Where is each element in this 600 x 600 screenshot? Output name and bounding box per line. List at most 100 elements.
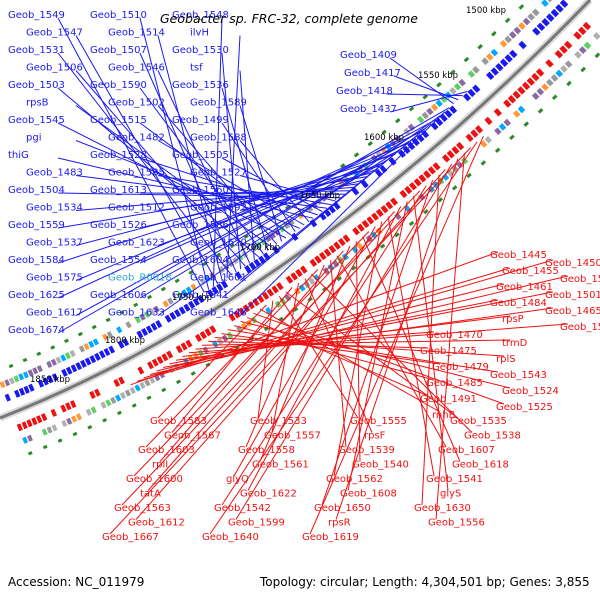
reverse-leader-line bbox=[421, 174, 440, 506]
forward-gene-label: Geob_1502 bbox=[108, 98, 165, 109]
reverse-track-feature bbox=[118, 376, 125, 385]
reverse-leader-line bbox=[171, 287, 293, 433]
cds-class-track-b-feature bbox=[332, 260, 340, 268]
cds-class-track-b-feature bbox=[41, 428, 48, 436]
forward-gene-label: Geob_1613 bbox=[90, 185, 147, 196]
tick-track-a-feature bbox=[285, 204, 291, 210]
reverse-gene-label: Geob_1562 bbox=[326, 474, 383, 485]
reverse-gene-label: Geob_1542 bbox=[214, 503, 271, 514]
cds-class-track-a-feature bbox=[485, 53, 494, 61]
forward-gene-label: Geob_1504 bbox=[8, 185, 65, 196]
forward-gene-label: Geob_1506 bbox=[26, 63, 83, 74]
tick-track-b-feature bbox=[72, 431, 78, 437]
tick-track-a-feature bbox=[229, 243, 236, 249]
reverse-gene-label: Geob_1608 bbox=[340, 489, 397, 500]
reverse-track-feature bbox=[295, 268, 303, 278]
tick-track-a-feature bbox=[518, 4, 525, 10]
reverse-track-feature bbox=[503, 99, 512, 108]
gene-labels: Geob_1549 Geob_1510 Geob_1548 Geob_1547 Geob… bbox=[8, 10, 600, 543]
reverse-track-feature bbox=[404, 185, 413, 195]
cds-class-track-a-feature bbox=[8, 377, 15, 385]
tick-track-b-feature bbox=[451, 185, 458, 191]
forward-track-feature bbox=[318, 212, 327, 221]
forward-track-feature bbox=[192, 297, 200, 307]
reverse-gene-label: Geob_1619 bbox=[302, 532, 359, 543]
forward-track-feature bbox=[536, 22, 546, 32]
reverse-track-feature bbox=[512, 90, 521, 100]
forward-gene-label: Geob_1620 bbox=[190, 238, 247, 249]
forward-track-feature bbox=[351, 187, 360, 196]
reverse-gene-label: Geob_1523 bbox=[560, 322, 600, 333]
reverse-track-feature bbox=[573, 31, 582, 40]
forward-gene-label: Geob_1648 bbox=[190, 308, 247, 319]
forward-gene-label: Geob_R0018 bbox=[108, 273, 172, 284]
forward-track-feature bbox=[23, 385, 30, 394]
forward-leader-line bbox=[239, 111, 446, 316]
reverse-leader-line bbox=[253, 312, 505, 405]
forward-track-feature bbox=[444, 109, 453, 118]
forward-track-feature bbox=[379, 164, 388, 174]
forward-gene-label: Geob_1534 bbox=[26, 203, 83, 214]
cds-class-track-a-feature bbox=[64, 352, 71, 360]
forward-track-feature bbox=[220, 280, 229, 289]
cds-class-track-a-feature bbox=[287, 218, 295, 226]
tick-track-b-feature bbox=[117, 410, 122, 416]
reverse-gene-label: Geob_1543 bbox=[490, 370, 547, 381]
reverse-leader-line bbox=[109, 147, 472, 535]
reverse-track-feature bbox=[50, 408, 58, 417]
cds-class-track-a-feature bbox=[176, 291, 184, 300]
tick-track-a-feature bbox=[174, 278, 180, 284]
cds-class-track-b-feature bbox=[592, 32, 600, 40]
reverse-track-feature bbox=[493, 108, 502, 117]
tick-track-b-feature bbox=[466, 172, 472, 179]
scale-label: 1800 kbp bbox=[105, 336, 145, 346]
forward-track-feature bbox=[439, 113, 448, 123]
cds-class-track-b-feature bbox=[356, 242, 364, 250]
forward-leader-line bbox=[139, 122, 291, 236]
cds-class-track-b-feature bbox=[105, 399, 112, 407]
forward-gene-label: Geob_1586 bbox=[172, 220, 229, 231]
reverse-leader-line bbox=[234, 325, 435, 381]
forward-gene-label: Geob_1641 bbox=[172, 290, 229, 301]
reverse-gene-label: Geob_1484 bbox=[490, 298, 547, 309]
reverse-track-feature bbox=[578, 26, 587, 36]
reverse-track-feature bbox=[65, 402, 72, 411]
reverse-track-feature bbox=[470, 129, 479, 138]
cds-class-track-b-feature bbox=[494, 127, 502, 136]
reverse-track-feature bbox=[531, 72, 540, 82]
cds-class-track-b-feature bbox=[479, 140, 488, 148]
tick-track-a-feature bbox=[340, 163, 346, 169]
topology-text: Topology: circular; Length: 4,304,501 bp… bbox=[260, 575, 590, 589]
forward-leader-line bbox=[221, 123, 432, 299]
reverse-leader-line bbox=[246, 316, 429, 397]
reverse-track-feature bbox=[26, 419, 33, 428]
forward-gene-label: Geob_1545 bbox=[8, 115, 65, 126]
reverse-track-feature bbox=[166, 350, 174, 359]
reverse-track-feature bbox=[333, 241, 341, 250]
forward-track-feature bbox=[490, 67, 499, 76]
cds-class-track-a-feature bbox=[55, 356, 62, 364]
reverse-gene-label: Geob_1630 bbox=[414, 503, 471, 514]
reverse-track-feature bbox=[180, 342, 188, 351]
forward-leader-line bbox=[57, 52, 232, 276]
tick-track-a-feature bbox=[50, 345, 56, 350]
forward-gene-label: Geob_1526 bbox=[90, 220, 147, 231]
forward-gene-label: Geob_1536 bbox=[172, 80, 229, 91]
cds-class-track-b-feature bbox=[564, 60, 573, 69]
forward-track-feature bbox=[117, 340, 125, 349]
cds-class-track-b-feature bbox=[144, 379, 151, 387]
reverse-track-feature bbox=[147, 361, 154, 370]
forward-track-feature bbox=[309, 219, 318, 228]
cds-class-track-a-feature bbox=[69, 349, 76, 358]
cds-class-track-b-feature bbox=[517, 105, 526, 114]
forward-track-feature bbox=[509, 49, 518, 59]
forward-track-feature bbox=[541, 18, 550, 27]
cds-class-track-a-feature bbox=[0, 381, 6, 389]
cds-class-track-a-feature bbox=[4, 379, 11, 387]
forward-leader-line bbox=[157, 175, 332, 206]
reverse-leader-line bbox=[147, 211, 395, 491]
forward-leader-line bbox=[139, 157, 319, 216]
forward-gene-label: Geob_1625 bbox=[8, 290, 65, 301]
tick-track-a-feature bbox=[367, 141, 373, 147]
forward-track-feature bbox=[89, 355, 97, 364]
